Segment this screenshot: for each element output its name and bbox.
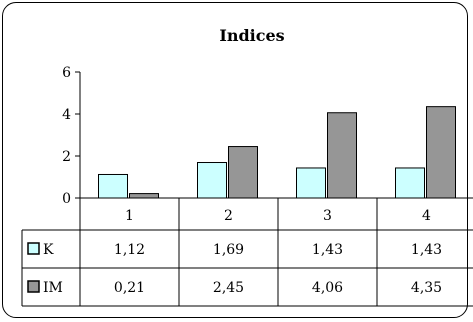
y-tick-label: 2 xyxy=(62,149,71,165)
bar-im xyxy=(129,193,159,199)
data-cell: 1,12 xyxy=(114,242,145,258)
bar-im xyxy=(228,146,258,199)
legend-label: K xyxy=(43,242,54,258)
bar-k xyxy=(296,167,326,199)
data-cell: 1,43 xyxy=(411,242,442,258)
bar-k xyxy=(197,162,227,199)
bar-k xyxy=(98,173,128,199)
chart-title: Indices xyxy=(219,26,284,45)
legend-key-k xyxy=(27,242,40,255)
y-tick-label: 6 xyxy=(62,65,71,81)
bar-im xyxy=(327,112,357,199)
bar-im xyxy=(426,106,456,199)
legend-key-im xyxy=(27,280,40,293)
legend-label: IM xyxy=(43,280,63,296)
y-tick-label: 0 xyxy=(62,191,71,207)
x-tick-label: 1 xyxy=(125,208,134,224)
x-tick-label: 4 xyxy=(422,208,431,224)
x-tick-label: 3 xyxy=(323,208,332,224)
data-cell: 4,06 xyxy=(312,280,343,296)
y-tick-label: 4 xyxy=(62,107,71,123)
data-cell: 4,35 xyxy=(411,280,442,296)
data-cell: 0,21 xyxy=(114,280,145,296)
data-cell: 1,69 xyxy=(213,242,244,258)
bar-k xyxy=(395,167,425,199)
data-cell: 2,45 xyxy=(213,280,244,296)
data-cell: 1,43 xyxy=(312,242,343,258)
x-tick-label: 2 xyxy=(224,208,233,224)
